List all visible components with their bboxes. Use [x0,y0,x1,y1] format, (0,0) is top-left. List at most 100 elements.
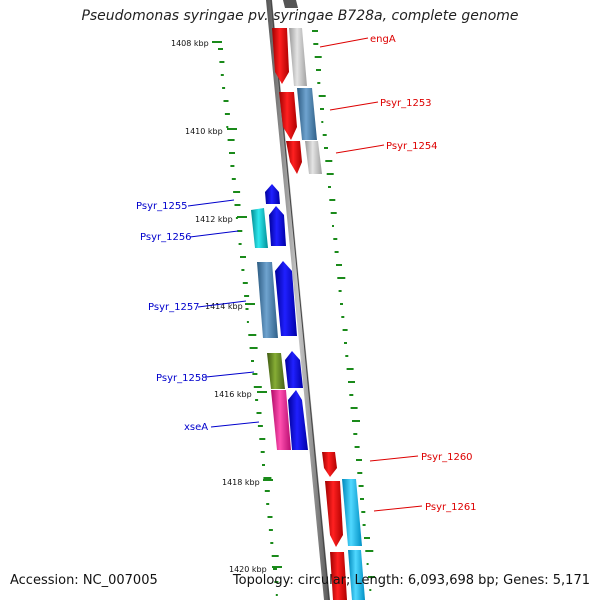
gc-skew-dot [227,139,235,141]
gene-label-psyr-1257[interactable]: Psyr_1257 [148,302,200,313]
gc-skew-dot [338,290,342,292]
gene-psyr-1253[interactable] [279,92,297,140]
gc-skew-dot [342,329,348,331]
gene-psyr-1258[interactable] [285,351,303,388]
leader-line [373,505,423,512]
gene-psyr-1254-alt[interactable] [305,141,322,174]
gene-label-psyr-1260[interactable]: Psyr_1260 [421,452,473,463]
gc-skew-dot [238,243,242,245]
leader-line [187,199,235,207]
gene-label-xseA[interactable]: xseA [184,422,208,433]
gc-skew-dot [245,308,249,310]
gene-label-psyr-1253[interactable]: Psyr_1253 [380,98,432,109]
gc-skew-dot [360,498,364,500]
gene-xseA[interactable] [288,390,308,450]
gc-skew-dot [346,368,354,370]
gene-next-lightblue [348,550,365,600]
gc-skew-track-outer [312,30,375,591]
gc-skew-dot [219,61,225,63]
gc-skew-dot [365,550,374,552]
gene-next-red [330,552,347,600]
forward-strand-genes [272,0,365,600]
gc-skew-dot [350,407,358,409]
gc-skew-dot [340,303,343,305]
gc-skew-dot [260,451,265,453]
gc-skew-dot [248,334,257,336]
gc-skew-dot [316,69,321,71]
gene-label-psyr-1254[interactable]: Psyr_1254 [386,141,438,152]
gc-skew-dot [317,82,321,84]
gc-skew-dot [312,30,318,32]
gc-skew-dot [224,113,230,115]
gene-engA[interactable] [272,28,289,84]
gene-psyr-1260[interactable] [322,452,337,477]
leader-line [210,421,260,428]
gene-label-engA[interactable]: engA [370,34,396,45]
leader-line [197,300,247,308]
gene-psyr-1253-alt[interactable] [297,88,317,140]
gene-label-psyr-1255[interactable]: Psyr_1255 [136,201,188,212]
gc-skew-dot [345,355,349,357]
gene-label-psyr-1258[interactable]: Psyr_1258 [156,373,208,384]
gene-label-psyr-1256[interactable]: Psyr_1256 [140,232,192,243]
gc-skew-dot [270,542,274,544]
gc-skew-dot [255,399,259,401]
gc-skew-dot [336,264,342,266]
gene-psyr-1261-alt[interactable] [342,479,362,546]
gc-skew-dot [337,277,346,279]
gc-skew-dot [318,95,326,97]
gc-skew-dot [369,589,372,591]
gc-skew-dot [366,563,369,565]
gc-skew-dot [240,256,246,258]
gc-skew-dot [344,342,347,344]
kbp-axis: 1408 kbp 1410 kbp 1412 kbp 1414 kbp 1416… [171,39,282,574]
gc-skew-dot [275,594,278,596]
gene-psyr-1254[interactable] [286,141,302,174]
gene-psyr-1256[interactable] [269,206,286,246]
gc-skew-dot [226,126,229,128]
gc-skew-dot [325,160,333,162]
gc-skew-dot [333,238,338,240]
kbp-tick-label: 1418 kbp [222,478,260,487]
leader-line [369,455,419,462]
gc-skew-dot [234,204,241,206]
gene-psyr-1257[interactable] [275,261,297,336]
gene-psyr-1255[interactable] [265,184,280,204]
gc-skew-dot [262,464,265,466]
gc-skew-dot [230,165,235,167]
gc-skew-dot [256,412,262,414]
gc-skew-dot [358,485,364,487]
gc-skew-dot [352,420,360,422]
gc-skew-dot [334,251,339,253]
gc-skew-dot [274,581,279,583]
gene-psyr-1258-alt[interactable] [267,353,285,389]
gc-skew-track-inner [218,48,279,596]
gc-skew-dot [235,217,238,219]
gc-skew-dot [264,490,270,492]
gc-skew-dot [361,511,366,513]
gene-psyr-1261[interactable] [325,481,343,547]
kbp-tick-label: 1408 kbp [171,39,209,48]
gene-engA-shadow [289,28,307,86]
gc-skew-dot [326,173,334,175]
gene-psyr-1256-alt[interactable] [251,208,268,248]
gc-skew-dot [362,524,366,526]
gc-skew-dot [263,477,272,479]
gene-label-psyr-1261[interactable]: Psyr_1261 [425,502,477,513]
gc-skew-dot [252,373,258,375]
reverse-strand-genes [251,184,308,450]
gene-top-dark [283,0,298,8]
gc-skew-dot [253,386,262,388]
kbp-tick-label: 1410 kbp [185,127,223,136]
gc-skew-dot [222,87,226,89]
gc-skew-dot [329,199,336,201]
gc-skew-dot [313,43,319,45]
gc-skew-dot [231,178,236,180]
gene-xseA-alt[interactable] [271,390,291,450]
gc-skew-dot [267,516,273,518]
gc-skew-dot [220,74,224,76]
gene-psyr-1257-alt[interactable] [257,262,278,338]
gc-skew-dot [328,186,331,188]
map-title: Pseudomonas syringae pv. syringae B728a,… [81,8,519,24]
